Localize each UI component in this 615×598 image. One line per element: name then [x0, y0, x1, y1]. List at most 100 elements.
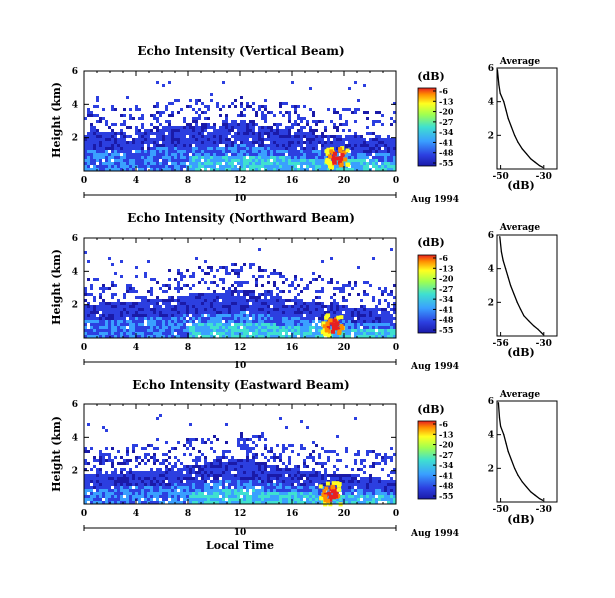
colorbar-tick-label: -41 — [439, 304, 453, 314]
strong-echo-cell — [327, 154, 332, 159]
y-tick-label: 4 — [72, 267, 78, 277]
colorbar-tick-label: -13 — [439, 263, 454, 273]
inset-frame — [496, 67, 558, 170]
colorbar-unit: (dB) — [417, 236, 444, 249]
y-tick-label: 4 — [72, 100, 78, 110]
x-tick-label: 20 — [338, 176, 351, 186]
strong-echo-cell — [328, 161, 333, 166]
y-axis-label: Height (km) — [50, 82, 63, 158]
strong-echo-cell — [337, 487, 342, 492]
strong-echo-cell — [335, 481, 340, 486]
x-tick-label: 12 — [234, 176, 247, 186]
strong-echo-cell — [331, 485, 336, 490]
x-tick-label: 0 — [393, 509, 399, 519]
y-tick-label: 6 — [72, 400, 78, 410]
strong-echo-cell — [332, 156, 337, 161]
day-label: 10 — [234, 361, 247, 371]
strong-echo-cell — [328, 494, 333, 499]
strong-echo-cell — [325, 481, 330, 486]
panel-northward-beam: Echo Intensity (Northward Beam) Height (… — [50, 211, 540, 372]
inset-profile-line — [499, 236, 544, 335]
strong-echo-cell — [332, 151, 337, 156]
colorbar-tick-label: -48 — [439, 315, 454, 325]
x-tick-label: 12 — [234, 343, 247, 353]
inset-average: 2 4 6 -56 -30 — [488, 231, 558, 349]
inset-profile-line — [496, 69, 544, 168]
strong-echo-cell — [335, 321, 340, 326]
colorbar-tick-label: -55 — [439, 491, 453, 501]
main-plot-2: 0 4 8 12 16 20 0 2 4 6 -6-13-20-27-34-41-48-55 2 4 6 -… — [72, 397, 558, 531]
colorbar-tick-label: -20 — [439, 107, 454, 117]
strong-echo-cell — [327, 333, 332, 338]
x-tick-label: 8 — [185, 176, 191, 186]
colorbar-tick-label: -55 — [439, 158, 453, 168]
strong-echo-cell — [346, 162, 351, 167]
y-tick-label: 2 — [72, 467, 78, 477]
x-tick-label: 4 — [133, 343, 139, 353]
inset-y-tick-label: 4 — [488, 98, 494, 108]
inset-frame — [496, 234, 558, 337]
colorbar-unit: (dB) — [417, 70, 444, 83]
x-tick-label: 16 — [286, 509, 299, 519]
colorbar-tick-label: -20 — [439, 440, 454, 450]
strong-echo-cell — [319, 496, 324, 501]
strong-echo-cell — [329, 149, 334, 154]
strong-echo-cell — [339, 162, 344, 167]
colorbar-tick-label: -55 — [439, 325, 453, 335]
strong-echo-cell — [322, 489, 327, 494]
strong-echo-cell — [331, 481, 336, 486]
strong-echo-cell — [325, 498, 330, 503]
inset-title: Average — [499, 390, 540, 400]
colorbar-tick-label: -20 — [439, 274, 454, 284]
strong-echo-cell — [339, 324, 344, 329]
main-plot-1: 0 4 8 12 16 20 0 2 4 6 -6-13-20-27-34-41-48-55 2 4 6 -… — [72, 231, 558, 365]
colorbar-tick-label: -13 — [439, 96, 454, 106]
date-label: Aug 1994 — [410, 195, 459, 205]
main-plot-0: 0 4 8 12 16 20 0 2 4 6 -6-13-20-27-34-41-48-55 2 4 6 -… — [72, 64, 558, 198]
strong-echo-cell — [329, 320, 334, 325]
x-tick-label: 0 — [81, 509, 87, 519]
strong-echo-cell — [327, 491, 332, 496]
strong-echo-cell — [340, 146, 345, 151]
strong-echo-cell — [335, 156, 340, 161]
heatmap-cells — [84, 414, 396, 507]
inset-x-tick-label: -30 — [536, 172, 552, 182]
strong-echo-cell — [324, 159, 329, 164]
colorbar-tick-label: -34 — [439, 460, 454, 470]
x-tick-label: 12 — [234, 509, 247, 519]
strong-echo-cell — [337, 482, 342, 487]
strong-echo-cell — [337, 160, 342, 165]
heatmap-cells — [84, 81, 396, 171]
strong-echo-cell — [329, 165, 334, 170]
x-tick-label: 20 — [338, 509, 351, 519]
strong-echo-cell — [337, 329, 342, 334]
panel-eastward-beam: Echo Intensity (Eastward Beam) Height (k… — [50, 378, 540, 552]
panel-title: Echo Intensity (Vertical Beam) — [137, 44, 344, 58]
inset-x-label: (dB) — [507, 346, 534, 359]
strong-echo-cell — [327, 164, 332, 169]
strong-echo-cell — [325, 322, 330, 327]
strong-echo-cell — [326, 147, 331, 152]
colorbar-tick-label: -6 — [439, 253, 448, 263]
panel-title: Echo Intensity (Eastward Beam) — [132, 378, 349, 392]
strong-echo-cell — [322, 324, 327, 329]
y-axis-label: Height (km) — [50, 249, 63, 325]
strong-echo-cell — [336, 494, 341, 499]
strong-echo-cell — [340, 153, 345, 158]
x-tick-label: 8 — [185, 343, 191, 353]
strong-echo-cell — [332, 318, 337, 323]
strong-echo-cell — [326, 325, 331, 330]
strong-echo-cell — [332, 158, 337, 163]
inset-frame — [496, 400, 558, 503]
strong-echo-cell — [343, 157, 348, 162]
inset-profile-line — [497, 402, 544, 501]
strong-echo-cell — [321, 329, 326, 334]
colorbar-tick-label: -6 — [439, 419, 448, 429]
strong-echo-cell — [331, 329, 336, 334]
inset-y-tick-label: 4 — [488, 265, 494, 275]
strong-echo-cell — [322, 326, 327, 331]
y-axis-label: Height (km) — [50, 416, 63, 492]
inset-y-tick-label: 4 — [488, 431, 494, 441]
inset-y-tick-label: 2 — [488, 464, 494, 474]
day-label: 10 — [234, 528, 247, 538]
